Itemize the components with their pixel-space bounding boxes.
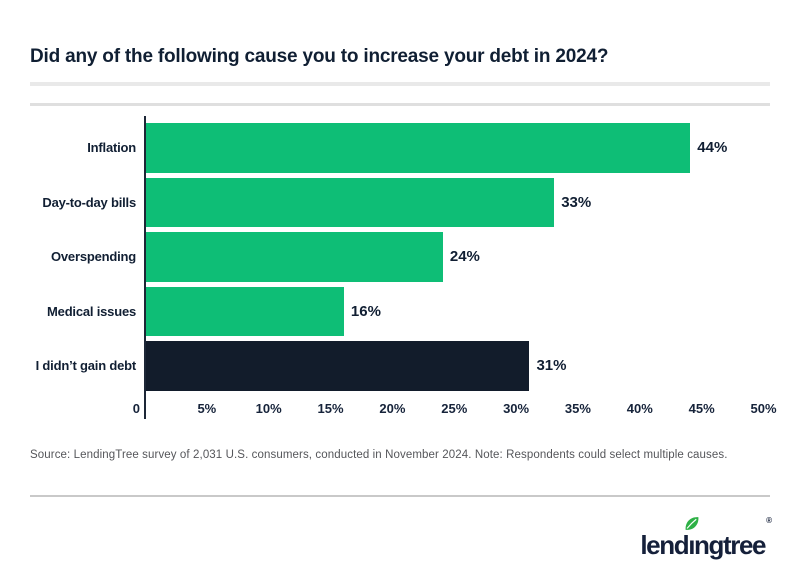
logo-text-ngtree: ngtree: [694, 530, 766, 560]
x-tick-label: 25%: [441, 401, 468, 416]
logo-text-i: ı: [688, 530, 695, 560]
bar: [146, 341, 530, 391]
title-divider: [30, 82, 770, 86]
x-tick-label: 50%: [750, 401, 777, 416]
x-tick-label: 45%: [688, 401, 715, 416]
source-note: Source: LendingTree survey of 2,031 U.S.…: [30, 449, 728, 461]
bar-chart: Inflation 44% Day-to-day bills 33% Overspend…: [35, 116, 777, 419]
x-tick-label: 0: [132, 401, 140, 416]
value-label: 24%: [449, 248, 480, 265]
y-axis-line: [144, 116, 146, 419]
category-label: Day-to-day bills: [42, 194, 136, 210]
x-tick-label: 5%: [197, 401, 217, 416]
bar: [146, 123, 691, 173]
x-tick-label: 40%: [626, 401, 653, 416]
page-title: Did any of the following cause you to in…: [30, 46, 609, 67]
bar: [146, 232, 443, 282]
x-tick-label: 30%: [503, 401, 530, 416]
plot-top-divider: [30, 103, 770, 106]
x-tick-label: 15%: [317, 401, 344, 416]
logo-wordmark: lend ı ngtree: [640, 517, 766, 560]
category-label: Overspending: [50, 249, 136, 264]
bar: [146, 286, 344, 336]
logo-text-lend: lend: [640, 530, 689, 560]
lendingtree-logo: lend ı ngtree ®: [640, 514, 772, 558]
category-label: I didn’t gain debt: [35, 358, 137, 373]
registered-trademark: ®: [766, 516, 772, 525]
value-label: 44%: [697, 139, 728, 156]
value-label: 16%: [350, 302, 381, 320]
value-label: 33%: [561, 193, 592, 211]
x-tick-label: 20%: [379, 401, 406, 416]
footer-divider: [30, 495, 770, 497]
category-label: Inflation: [87, 140, 136, 155]
bar: [146, 177, 555, 227]
x-tick-label: 35%: [564, 401, 591, 416]
x-tick-label: 10%: [255, 401, 282, 416]
value-label: 31%: [536, 357, 567, 374]
leaf-icon: [685, 517, 699, 530]
category-label: Medical issues: [47, 303, 136, 319]
logo-letter-i: ı: [685, 517, 699, 560]
